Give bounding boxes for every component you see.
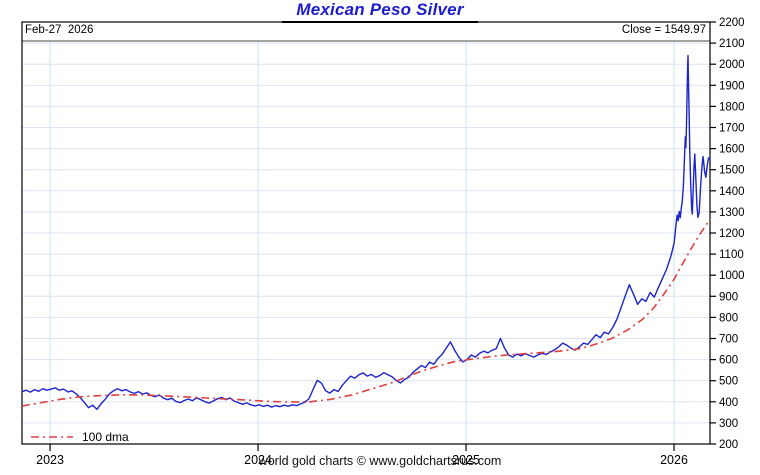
y-axis-tick-label: 1100: [719, 249, 744, 261]
legend: 100 dma: [30, 430, 129, 444]
y-axis-tick-label: 500: [719, 376, 738, 388]
y-axis-tick-label: 1300: [719, 207, 745, 219]
y-axis-tick-label: 1500: [719, 165, 745, 177]
date-label: Feb-27 2026: [25, 24, 94, 36]
y-axis-tick-label: 800: [719, 312, 738, 324]
y-axis-tick-label: 1000: [719, 270, 745, 282]
x-axis-tick-label: 2024: [244, 453, 272, 467]
x-axis-tick-label: 2025: [452, 453, 480, 467]
y-axis-tick-label: 200: [719, 439, 738, 451]
y-axis-tick-label: 400: [719, 397, 738, 409]
price-line: [21, 54, 711, 411]
y-axis-tick-label: 1400: [719, 186, 745, 198]
x-axis-tick-label: 2023: [36, 453, 64, 467]
x-axis-tick-label: 2026: [660, 453, 688, 467]
y-axis-tick-label: 1200: [719, 228, 745, 240]
y-axis-tick-label: 600: [719, 355, 738, 367]
y-axis-tick-label: 1900: [719, 80, 745, 92]
dma-line: [21, 218, 711, 407]
close-value-label: Close = 1549.97: [621, 24, 706, 36]
y-axis-tick-label: 1700: [719, 123, 745, 135]
y-axis-tick-label: 1600: [719, 144, 745, 156]
y-axis-tick-label: 300: [719, 418, 738, 430]
y-axis-tick-label: 700: [719, 334, 738, 346]
y-axis-tick-label: 2200: [719, 17, 745, 29]
legend-label: 100 dma: [82, 430, 129, 444]
footer-credit: world gold charts © www.goldchartsrus.co…: [258, 454, 502, 468]
dma-legend-line-icon: [31, 436, 73, 438]
y-axis-tick-label: 2000: [719, 59, 745, 71]
y-axis-tick-label: 1800: [719, 101, 745, 113]
y-axis-tick-label: 900: [719, 291, 738, 303]
y-axis-tick-label: 2100: [719, 38, 745, 50]
